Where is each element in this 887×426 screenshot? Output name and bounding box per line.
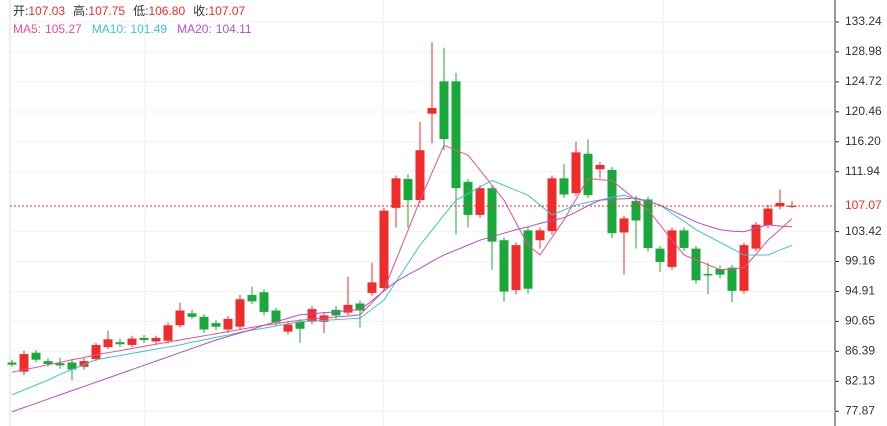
candle-body	[655, 248, 665, 262]
candle-body	[55, 363, 65, 366]
info-label: 高:	[73, 3, 88, 18]
info-value: 107.75	[88, 4, 125, 18]
candle-body	[343, 304, 353, 313]
candle-body	[595, 164, 605, 170]
candle-body	[163, 325, 173, 341]
candle-body	[427, 108, 437, 114]
candle-body	[271, 310, 281, 323]
y-tick-label: 86.39	[845, 344, 875, 358]
candle-body	[31, 352, 41, 360]
ma-value: 105.27	[45, 22, 82, 36]
candle-body	[79, 361, 89, 367]
candle-body	[91, 344, 101, 360]
candle-body	[115, 342, 125, 345]
y-tick-label: 99.16	[845, 254, 875, 268]
y-tick-label: 103.42	[845, 224, 882, 238]
candle-body	[487, 188, 497, 242]
y-tick-label: 116.20	[845, 134, 881, 148]
ma-label: MA20:	[177, 22, 212, 36]
candle-body	[415, 150, 425, 201]
info-value: 107.07	[208, 4, 245, 18]
candle-body	[211, 323, 221, 327]
candle-body	[607, 169, 617, 234]
candle-body	[763, 208, 773, 226]
candle-body	[367, 282, 377, 293]
info-label: 低:	[133, 4, 148, 18]
candle-body	[223, 318, 233, 330]
candle-body	[67, 362, 77, 370]
candle-body	[751, 224, 761, 249]
candle-body	[43, 361, 53, 364]
y-tick-label: 82.13	[845, 373, 875, 387]
candle-body	[187, 313, 197, 317]
y-tick-label: 128.98	[845, 44, 882, 58]
candle-body	[19, 354, 29, 372]
candle-body	[235, 299, 245, 327]
candle-body	[295, 321, 305, 329]
candle-body	[199, 316, 209, 330]
candle-body	[175, 310, 185, 326]
candle-body	[583, 153, 593, 196]
candle-body	[259, 292, 269, 312]
candle-body	[499, 240, 509, 292]
ma-value: 104.11	[216, 22, 252, 36]
candle-body	[511, 245, 521, 291]
info-value: 106.80	[148, 4, 185, 18]
y-tick-label: 111.94	[845, 164, 880, 178]
info-value: 107.03	[28, 4, 65, 18]
candle-body	[571, 152, 581, 194]
candle-body	[547, 178, 557, 232]
candle-body	[151, 337, 161, 342]
y-tick-label: 77.87	[845, 403, 875, 417]
candle-body	[715, 269, 725, 275]
ohlc-info: 开:107.03 高:107.75 低:106.80 收:107.07	[13, 3, 246, 18]
candle-body	[7, 362, 17, 365]
ma-line	[11, 144, 793, 373]
candle-body	[307, 309, 317, 322]
candle-body	[667, 230, 677, 267]
candle-body	[703, 273, 713, 276]
candle-body	[523, 230, 533, 289]
y-tick-label: 133.24	[845, 14, 882, 28]
ma-legend: MA5: 105.27 MA10: 101.49 MA20: 104.11	[13, 22, 252, 36]
candle-body	[379, 210, 389, 289]
ma-label: MA5:	[13, 22, 41, 36]
candle-body	[535, 230, 545, 241]
candle-body	[727, 267, 737, 291]
candle-body	[403, 179, 413, 201]
info-label: 收:	[193, 4, 208, 18]
candle-body	[775, 202, 785, 207]
ma-value: 101.49	[130, 22, 167, 36]
candle-body	[619, 218, 629, 233]
candle-body	[559, 178, 569, 195]
candle-body	[631, 200, 641, 221]
candle-body	[127, 338, 137, 345]
candle-body	[247, 295, 257, 302]
candle-body	[439, 81, 449, 139]
candle-body	[139, 337, 149, 341]
candle-body	[391, 178, 401, 208]
candle-body	[331, 309, 341, 316]
info-label: 开:	[13, 4, 28, 18]
y-tick-label: 124.72	[845, 74, 882, 88]
candle-body	[643, 199, 653, 248]
y-tick-label: 120.46	[845, 104, 882, 118]
candle-body	[103, 339, 113, 348]
candle-body	[691, 248, 701, 281]
y-tick-label: 90.65	[845, 314, 875, 328]
candle-body	[679, 230, 689, 248]
candle-body	[451, 81, 461, 189]
candle-body	[475, 188, 485, 215]
last-price-box	[836, 196, 886, 215]
candle-body	[355, 303, 365, 311]
ma-line	[11, 197, 793, 413]
candle-body	[463, 181, 473, 215]
ma-label: MA10:	[92, 22, 127, 36]
y-tick-label: 94.91	[845, 284, 875, 298]
candle-body	[283, 324, 293, 332]
last-price-label: 107.07	[845, 198, 882, 212]
